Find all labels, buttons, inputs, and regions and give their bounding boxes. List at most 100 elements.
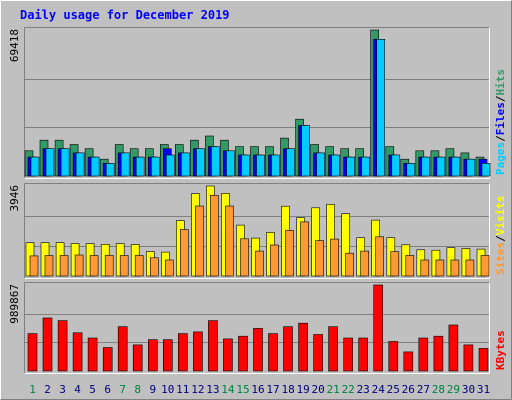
bar-pages-day-24 (376, 38, 386, 177)
x-tick-label: 14 (221, 383, 235, 396)
legend-item: Pages (494, 142, 507, 175)
bar-pages-day-8 (135, 156, 145, 177)
x-tick-label: 16 (251, 383, 264, 396)
bar-pages-day-4 (75, 152, 85, 177)
chart-panels: 69418Pages/Files/Hits3946Sites/Visits989… (8, 27, 507, 374)
x-tick-label: 26 (402, 383, 415, 396)
bar-pages-day-3 (60, 148, 70, 177)
bar-pages-day-17 (271, 154, 280, 177)
y-max-label: 69418 (8, 29, 21, 62)
bar-sites-day-23 (360, 250, 370, 277)
bar-pages-day-5 (90, 156, 100, 177)
x-tick-label: 19 (296, 383, 309, 396)
bar-sites-day-8 (134, 255, 144, 277)
bar-pages-day-10 (166, 154, 175, 177)
bar-pages-day-9 (151, 156, 160, 177)
x-tick-label: 23 (357, 383, 370, 396)
bar-kbytes-day-3 (57, 320, 68, 372)
bar-sites-day-13 (210, 195, 219, 277)
bar-kbytes-day-12 (193, 331, 203, 372)
x-tick-label: 29 (447, 383, 460, 396)
x-tick-label: 2 (44, 383, 51, 396)
bar-kbytes-day-6 (102, 347, 113, 372)
bar-pages-day-29 (451, 156, 461, 177)
bar-pages-day-28 (436, 156, 446, 177)
y-max-label: 989867 (8, 284, 21, 324)
bar-kbytes-day-9 (148, 339, 158, 372)
bar-pages-day-27 (421, 156, 431, 177)
x-tick-label: 8 (134, 383, 141, 396)
bar-kbytes-day-14 (223, 338, 233, 372)
x-axis-labels: 1 2 3 4 5 6 7 8 9 10 11 12 13 14 15 16 17 18 19 20 21 22 23 24 2… (29, 383, 490, 396)
x-tick-label: 30 (462, 383, 475, 396)
x-tick-label: 10 (161, 383, 174, 396)
bar-pages-day-6 (105, 163, 115, 177)
bar-pages-day-16 (256, 154, 265, 177)
bar-kbytes-day-26 (403, 351, 414, 372)
x-tick-label: 11 (176, 383, 189, 396)
x-tick-label: 18 (281, 383, 294, 396)
x-tick-label: 7 (119, 383, 126, 396)
bar-kbytes-day-16 (253, 328, 263, 372)
bar-pages-day-14 (226, 150, 235, 177)
bar-sites-day-29 (450, 259, 460, 277)
x-tick-label: 15 (236, 383, 249, 396)
bar-sites-day-4 (74, 254, 84, 277)
bar-sites-day-24 (375, 236, 385, 277)
bar-kbytes-day-7 (117, 326, 128, 372)
bar-kbytes-day-15 (238, 335, 248, 372)
bar-sites-day-30 (465, 259, 475, 277)
bar-kbytes-day-18 (283, 326, 293, 372)
bar-sites-day-22 (345, 252, 355, 277)
bar-kbytes-day-28 (433, 335, 444, 372)
bar-sites-day-3 (59, 255, 69, 277)
bar-sites-day-5 (89, 255, 99, 277)
bar-pages-day-12 (196, 148, 205, 177)
legend-item: / (494, 135, 507, 142)
bar-pages-day-30 (466, 158, 476, 177)
bar-kbytes-day-27 (418, 337, 429, 372)
bar-kbytes-day-25 (388, 341, 399, 372)
legend-item: Hits (494, 69, 507, 96)
bar-pages-day-21 (331, 154, 340, 177)
bar-kbytes-day-11 (178, 333, 188, 372)
bar-sites-day-2 (44, 255, 54, 277)
chart-title: Daily usage for December 2019 (20, 8, 230, 22)
legend-item: Visits (494, 196, 507, 236)
bar-pages-day-25 (391, 154, 401, 177)
x-tick-label: 21 (327, 383, 340, 396)
x-tick-label: 20 (311, 383, 324, 396)
bar-kbytes-day-4 (72, 332, 83, 372)
x-tick-label: 5 (89, 383, 96, 396)
x-tick-label: 6 (104, 383, 111, 396)
x-tick-label: 12 (191, 383, 204, 396)
bar-kbytes-day-22 (343, 337, 354, 372)
x-tick-label: 9 (149, 383, 156, 396)
bar-sites-day-20 (315, 240, 324, 277)
legend-item: / (494, 235, 507, 242)
bar-sites-day-27 (420, 259, 430, 277)
bar-sites-day-10 (165, 259, 174, 277)
bar-sites-day-11 (180, 229, 189, 277)
legend-top: Pages/Files/Hits (494, 69, 507, 175)
bar-pages-day-2 (45, 148, 55, 177)
x-tick-label: 3 (59, 383, 66, 396)
bar-kbytes-day-8 (132, 344, 143, 372)
y-max-label: 3946 (8, 185, 21, 212)
bar-sites-day-6 (104, 255, 114, 277)
bar-kbytes-day-19 (298, 322, 308, 372)
bar-pages-day-7 (120, 152, 130, 177)
bar-kbytes-day-23 (358, 337, 369, 372)
x-tick-label: 22 (342, 383, 355, 396)
bar-pages-day-1 (30, 156, 40, 177)
x-tick-label: 27 (417, 383, 430, 396)
bar-kbytes-day-20 (313, 334, 323, 372)
bar-sites-day-15 (240, 238, 249, 277)
bar-pages-day-19 (301, 125, 310, 177)
bar-kbytes-day-13 (208, 320, 218, 372)
bar-kbytes-day-10 (163, 339, 173, 372)
bar-sites-day-9 (150, 257, 159, 277)
panel-middle: 3946 Sites/Visits (8, 183, 507, 279)
x-tick-label: 25 (387, 383, 400, 396)
